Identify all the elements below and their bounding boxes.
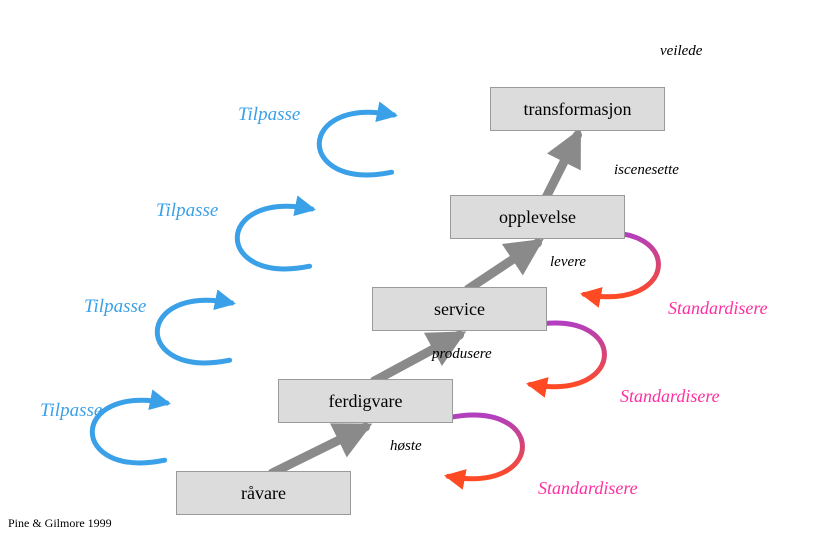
node-ravare: råvare [176,471,351,515]
verb-1: produsere [432,346,492,363]
node-opplevelse: opplevelse [450,195,625,239]
node-ferdigvare: ferdigvare [278,379,453,423]
verb-3: iscenesette [614,162,679,179]
verb-4: veilede [660,43,702,60]
verb-0: høste [390,438,422,455]
tilpasse-label-3: Tilpasse [238,104,300,126]
connector-layer [0,0,814,544]
citation: Pine & Gilmore 1999 [8,516,112,531]
standardisere-label-2: Standardisere [668,298,768,319]
diagram-stage: råvare ferdigvare service opplevelse transfo… [0,0,814,544]
tilpasse-label-0: Tilpasse [40,400,102,422]
standardisere-label-1: Standardisere [620,386,720,407]
node-transformasjon: transformasjon [490,87,665,131]
standardisere-label-0: Standardisere [538,478,638,499]
tilpasse-label-2: Tilpasse [156,200,218,222]
tilpasse-label-1: Tilpasse [84,296,146,318]
node-service: service [372,287,547,331]
verb-2: levere [550,254,586,271]
